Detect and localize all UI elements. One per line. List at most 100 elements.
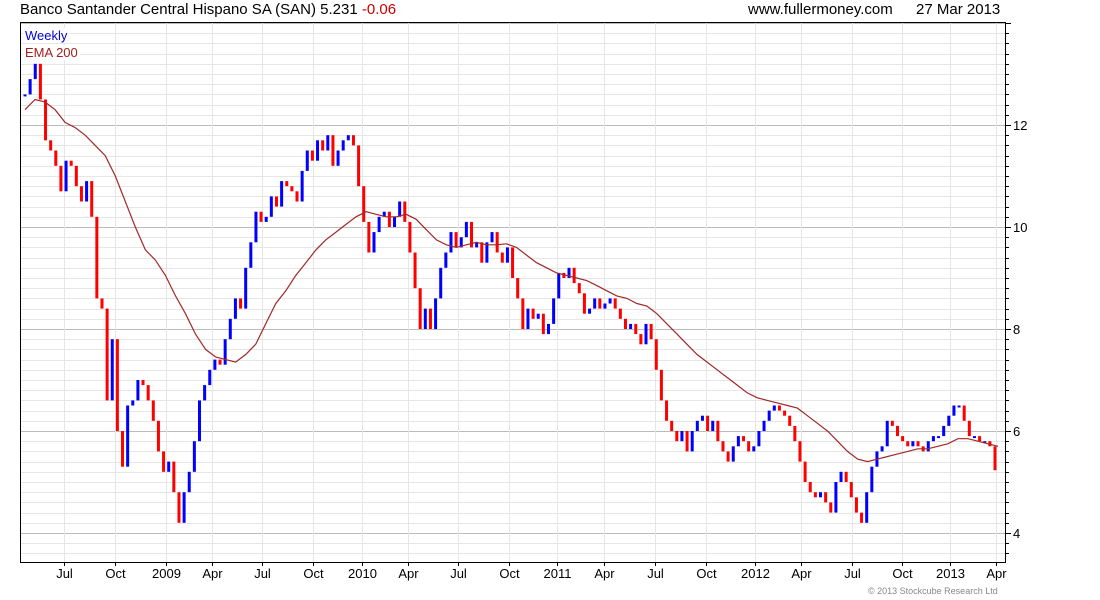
- candle: [49, 140, 53, 151]
- candle: [736, 436, 740, 447]
- x-tick-label: 2009: [152, 566, 181, 581]
- candle: [64, 160, 68, 192]
- candle: [156, 420, 160, 452]
- candle: [644, 323, 648, 345]
- candle: [167, 461, 171, 472]
- y-tick-label: 10: [1013, 220, 1027, 235]
- candle: [721, 441, 725, 452]
- candle: [511, 247, 515, 278]
- candle: [762, 420, 766, 431]
- candle: [546, 323, 550, 335]
- candle: [274, 196, 278, 207]
- candle: [798, 441, 802, 462]
- candle: [105, 308, 109, 401]
- x-tick-label: Apr: [986, 566, 1007, 581]
- candle: [316, 140, 320, 161]
- candle: [182, 492, 186, 523]
- candle: [639, 334, 643, 345]
- candle: [177, 492, 181, 523]
- candle: [162, 451, 166, 472]
- x-tick-label: Oct: [892, 566, 913, 581]
- candle: [126, 405, 130, 467]
- candle: [588, 308, 592, 314]
- candle: [146, 385, 150, 401]
- candle: [475, 242, 479, 248]
- candle: [90, 181, 94, 217]
- candle: [685, 431, 689, 452]
- candle: [582, 293, 586, 314]
- candle: [95, 216, 99, 299]
- candle: [777, 405, 781, 411]
- candle: [854, 497, 858, 513]
- candle: [54, 150, 58, 166]
- candle: [629, 323, 633, 329]
- candle: [890, 420, 894, 426]
- candle: [326, 135, 330, 151]
- ema-200-line: [24, 98, 999, 463]
- candle: [870, 466, 874, 493]
- candle: [572, 267, 576, 284]
- candle: [79, 186, 83, 202]
- candle: [577, 283, 581, 294]
- candle: [208, 369, 212, 386]
- x-tick-label: Apr: [791, 566, 812, 581]
- candle: [726, 451, 730, 462]
- candle: [249, 242, 253, 268]
- candle: [233, 298, 237, 319]
- candle: [834, 482, 838, 513]
- candle: [305, 150, 309, 171]
- candle: [967, 420, 971, 437]
- candle: [613, 298, 617, 309]
- candle: [428, 308, 432, 329]
- chart-title: Banco Santander Central Hispano SA (SAN)…: [20, 1, 396, 18]
- x-tick-label: Jul: [56, 566, 73, 581]
- candle: [972, 436, 976, 439]
- candle: [439, 267, 443, 299]
- candle: [521, 298, 525, 329]
- candle: [526, 308, 530, 329]
- candle: [623, 318, 627, 329]
- candle: [957, 405, 961, 408]
- last-price: 5.231: [320, 1, 358, 18]
- candle: [377, 216, 381, 233]
- candle: [531, 308, 535, 319]
- candle: [393, 216, 397, 227]
- x-tick-label: Apr: [594, 566, 615, 581]
- candle: [757, 431, 761, 447]
- candle: [849, 482, 853, 498]
- candle: [264, 216, 268, 222]
- candle: [952, 405, 956, 416]
- candle: [808, 482, 812, 493]
- candle: [962, 405, 966, 421]
- candle: [413, 252, 417, 289]
- x-tick-label: Jul: [844, 566, 861, 581]
- candle: [793, 425, 797, 442]
- candle: [295, 191, 299, 202]
- candle: [121, 431, 125, 467]
- candle: [187, 471, 191, 493]
- candle: [223, 339, 227, 365]
- candle: [357, 145, 361, 187]
- website-link[interactable]: www.fullermoney.com: [748, 1, 893, 18]
- candle: [490, 232, 494, 243]
- candle: [593, 298, 597, 309]
- candle: [788, 415, 792, 426]
- candle: [259, 211, 263, 222]
- candle: [33, 63, 37, 80]
- x-tick-label: Jul: [254, 566, 271, 581]
- candle: [552, 298, 556, 324]
- candle: [38, 63, 42, 100]
- x-tick-label: 2013: [936, 566, 965, 581]
- candle: [372, 232, 376, 253]
- candle: [942, 425, 946, 437]
- candle: [880, 446, 884, 452]
- y-tick-label: 8: [1013, 322, 1020, 337]
- candle: [916, 441, 920, 447]
- x-tick-label: Jul: [647, 566, 664, 581]
- candle: [269, 196, 273, 217]
- candle: [947, 415, 951, 426]
- candle: [115, 339, 119, 431]
- x-tick-label: Oct: [499, 566, 520, 581]
- candle: [895, 425, 899, 437]
